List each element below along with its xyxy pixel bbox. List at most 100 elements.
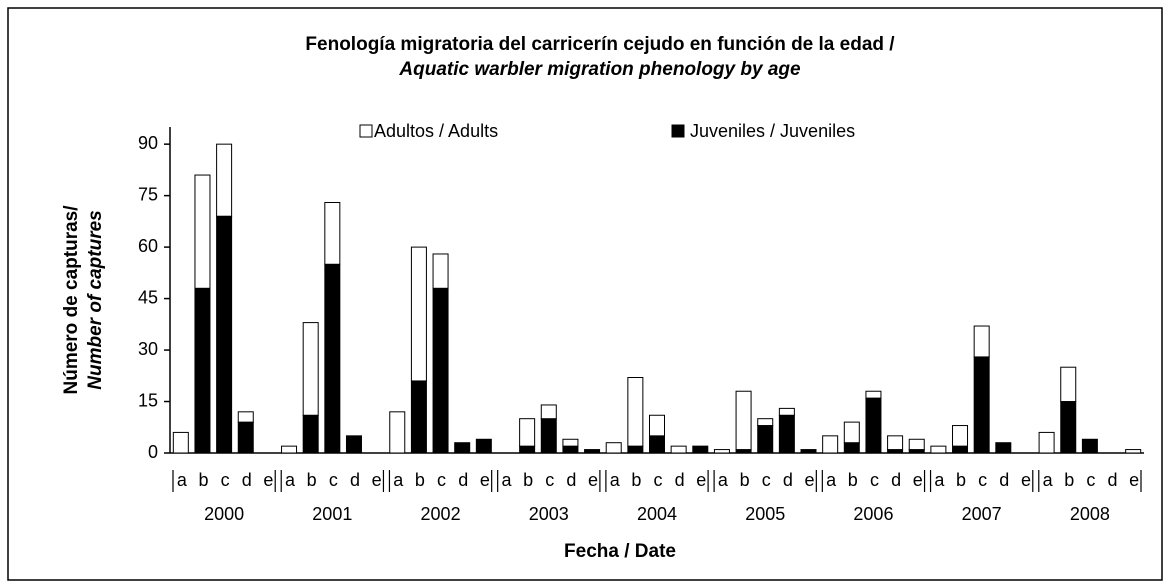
x-axis-label: Fecha / Date xyxy=(564,541,676,562)
x-tick-label: d xyxy=(350,470,360,490)
x-tick-label: e xyxy=(1129,470,1139,490)
bar-segment xyxy=(778,414,795,454)
bar-segment xyxy=(757,418,774,427)
bar-segment xyxy=(324,201,341,265)
legend-swatch xyxy=(671,124,685,138)
x-tick-label: d xyxy=(1108,470,1118,490)
y-axis-label: Number of captures xyxy=(85,210,106,389)
bar-segment xyxy=(778,407,795,416)
bar-segment xyxy=(973,325,990,358)
bar-segment xyxy=(345,435,362,454)
bar-segment xyxy=(843,442,860,454)
bar-segment xyxy=(843,421,860,444)
group-label: 2005 xyxy=(745,504,785,524)
bar-segment xyxy=(475,438,492,454)
y-tick-label: 30 xyxy=(138,339,158,359)
y-tick-label: 0 xyxy=(148,442,158,462)
x-tick-label: c xyxy=(870,470,879,490)
x-tick-label: a xyxy=(393,470,404,490)
x-tick-label: e xyxy=(696,470,706,490)
bar-segment xyxy=(324,263,341,454)
bar-segment xyxy=(757,425,774,454)
bar-segment xyxy=(540,418,557,454)
y-tick-label: 60 xyxy=(138,236,158,256)
x-tick-label: c xyxy=(437,470,446,490)
legend-label: Adultos / Adults xyxy=(374,121,498,141)
x-tick-label: e xyxy=(372,470,382,490)
bar-segment xyxy=(432,253,449,289)
bar-segment xyxy=(952,425,969,447)
bar-segment xyxy=(670,445,687,454)
x-tick-label: a xyxy=(934,470,945,490)
bar-segment xyxy=(389,411,406,454)
bar-segment xyxy=(887,449,904,454)
x-tick-label: a xyxy=(501,470,512,490)
x-tick-label: d xyxy=(566,470,576,490)
bar-segment xyxy=(194,287,211,454)
bar-segment xyxy=(410,380,427,454)
chart-subtitle: Aquatic warbler migration phenology by a… xyxy=(398,59,801,80)
x-tick-label: c xyxy=(329,470,338,490)
x-tick-label: b xyxy=(307,470,317,490)
bar-segment xyxy=(627,377,644,447)
bar-segment xyxy=(1038,431,1055,454)
bar-segment xyxy=(216,143,233,217)
chart-title: Fenología migratoria del carricerín ceju… xyxy=(305,34,895,55)
x-tick-label: a xyxy=(177,470,188,490)
bar-segment xyxy=(995,442,1012,454)
bar-segment xyxy=(649,435,665,454)
bar-segment xyxy=(562,438,579,447)
bar-segment xyxy=(735,390,752,451)
bar-segment xyxy=(302,322,319,416)
bar-segment xyxy=(1060,366,1077,403)
x-tick-label: c xyxy=(654,470,663,490)
x-tick-label: c xyxy=(545,470,554,490)
y-tick-label: 75 xyxy=(138,184,158,204)
x-tick-label: c xyxy=(221,470,230,490)
bar-segment xyxy=(1060,401,1077,454)
bar-segment xyxy=(584,449,601,454)
x-tick-label: b xyxy=(523,470,533,490)
y-axis-label: Número de capturas/ xyxy=(61,205,82,395)
bar-segment xyxy=(887,435,904,451)
x-tick-label: c xyxy=(978,470,987,490)
bar-segment xyxy=(865,397,882,454)
bar-segment xyxy=(281,445,298,454)
group-label: 2004 xyxy=(637,504,677,524)
bar-segment xyxy=(649,414,665,437)
bar-segment xyxy=(735,449,752,454)
x-tick-label: a xyxy=(610,470,621,490)
x-tick-label: b xyxy=(1064,470,1074,490)
bar-segment xyxy=(865,390,882,399)
x-tick-label: c xyxy=(1086,470,1095,490)
x-tick-label: a xyxy=(1043,470,1054,490)
bar-segment xyxy=(800,449,817,454)
x-tick-label: a xyxy=(285,470,296,490)
bar-segment xyxy=(713,449,730,454)
x-tick-label: d xyxy=(675,470,685,490)
bar-segment xyxy=(172,431,189,454)
x-tick-label: b xyxy=(631,470,641,490)
bar-segment xyxy=(216,215,233,454)
legend-swatch xyxy=(359,124,373,138)
x-tick-label: d xyxy=(891,470,901,490)
x-tick-label: b xyxy=(740,470,750,490)
x-tick-label: e xyxy=(480,470,490,490)
x-tick-label: d xyxy=(783,470,793,490)
x-tick-label: e xyxy=(805,470,815,490)
bar-segment xyxy=(237,421,254,454)
bar-segment xyxy=(562,445,579,454)
group-label: 2000 xyxy=(204,504,244,524)
x-tick-label: b xyxy=(848,470,858,490)
x-tick-label: e xyxy=(913,470,923,490)
bar-segment xyxy=(1081,438,1098,454)
bar-segment xyxy=(432,287,449,454)
x-tick-label: d xyxy=(458,470,468,490)
bar-segment xyxy=(519,418,536,447)
x-tick-label: d xyxy=(242,470,252,490)
bar-segment xyxy=(454,442,471,454)
group-label: 2008 xyxy=(1070,504,1110,524)
x-tick-label: e xyxy=(588,470,598,490)
bar-segment xyxy=(410,246,427,382)
bar-segment xyxy=(1125,449,1142,454)
